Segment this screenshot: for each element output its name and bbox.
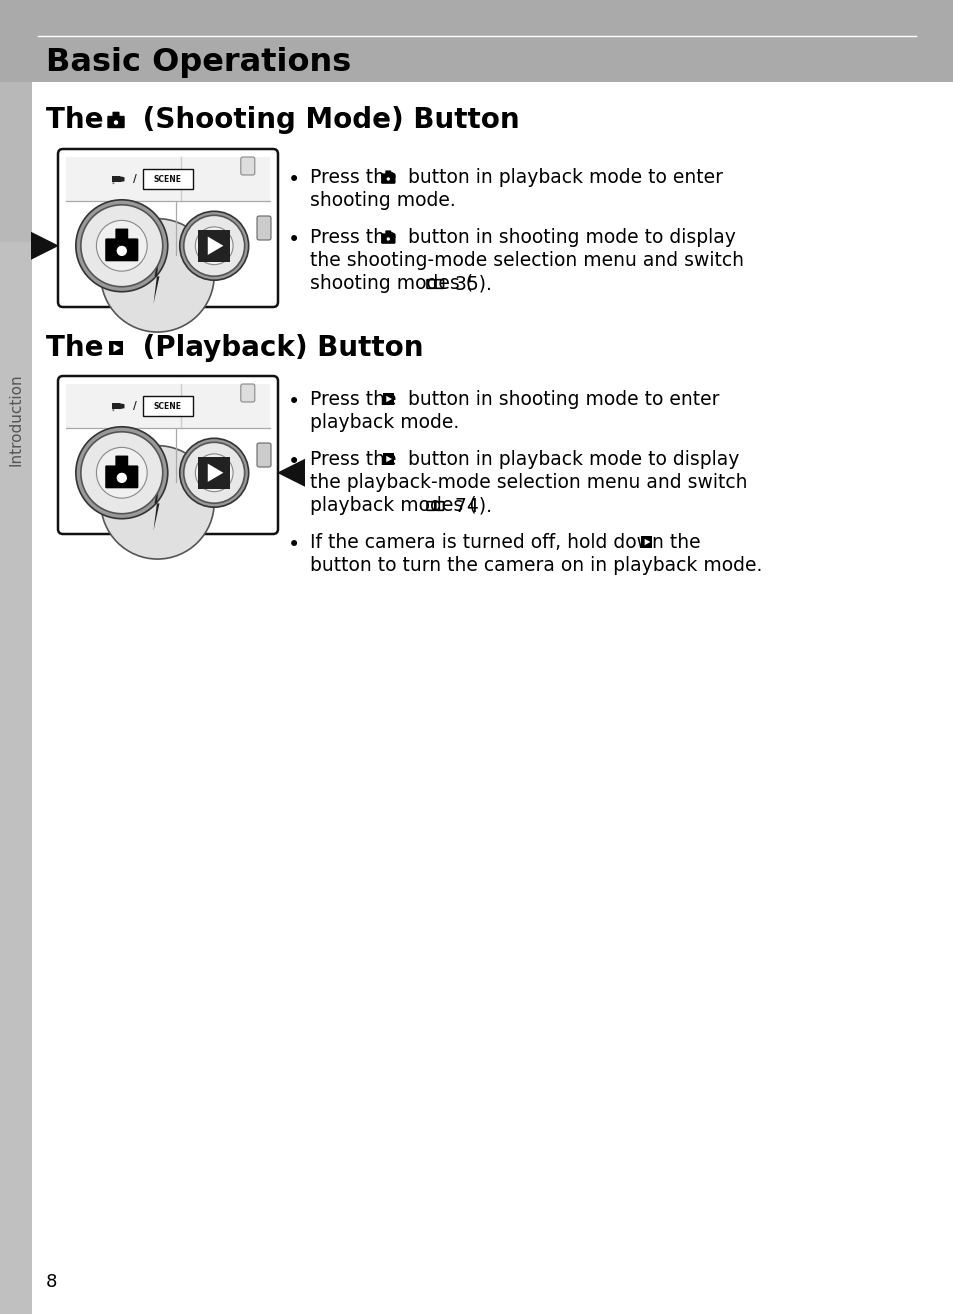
Bar [112, 403, 119, 409]
Text: 74).: 74). [449, 495, 492, 515]
Text: 35).: 35). [449, 275, 492, 293]
FancyBboxPatch shape [115, 456, 128, 468]
Text: playback modes (: playback modes ( [310, 495, 476, 515]
FancyBboxPatch shape [58, 376, 277, 533]
Text: playback mode.: playback mode. [310, 413, 458, 432]
Text: •: • [288, 535, 300, 555]
Text: *: * [112, 409, 114, 414]
Text: Basic Operations: Basic Operations [46, 46, 351, 78]
Circle shape [386, 237, 390, 242]
Circle shape [179, 212, 249, 280]
Text: *: * [112, 181, 114, 187]
Text: Press the: Press the [310, 168, 402, 187]
Text: The: The [46, 106, 113, 134]
Bar [0, 81, 32, 242]
Text: Press the: Press the [310, 449, 402, 469]
Polygon shape [30, 231, 59, 260]
Circle shape [195, 453, 233, 491]
FancyBboxPatch shape [115, 229, 128, 242]
Text: 8: 8 [46, 1273, 57, 1290]
Bar [109, 342, 123, 355]
Text: button in shooting mode to enter: button in shooting mode to enter [402, 390, 720, 409]
Circle shape [96, 447, 147, 498]
FancyBboxPatch shape [380, 234, 395, 244]
FancyBboxPatch shape [112, 112, 119, 118]
Text: the shooting-mode selection menu and switch: the shooting-mode selection menu and swi… [310, 251, 743, 269]
Circle shape [81, 205, 163, 286]
FancyBboxPatch shape [385, 230, 391, 237]
Circle shape [386, 177, 390, 181]
Text: shooting modes (: shooting modes ( [310, 275, 473, 293]
Text: the playback-mode selection menu and switch: the playback-mode selection menu and swi… [310, 473, 747, 491]
FancyBboxPatch shape [240, 384, 254, 402]
FancyBboxPatch shape [385, 171, 391, 176]
Text: button in playback mode to enter: button in playback mode to enter [402, 168, 722, 187]
Bar [198, 457, 230, 489]
Bar [640, 536, 652, 548]
Text: /: / [132, 401, 136, 411]
FancyBboxPatch shape [256, 443, 271, 466]
Polygon shape [644, 539, 650, 545]
Bar [66, 384, 270, 428]
Circle shape [96, 221, 147, 271]
Text: /: / [132, 175, 136, 184]
Bar [198, 230, 230, 261]
Circle shape [116, 246, 128, 256]
Polygon shape [208, 464, 223, 482]
FancyBboxPatch shape [58, 148, 277, 307]
FancyBboxPatch shape [380, 173, 395, 184]
FancyBboxPatch shape [240, 156, 254, 175]
Bar [0, 0, 953, 81]
Text: (Shooting Mode) Button: (Shooting Mode) Button [132, 106, 519, 134]
Text: The: The [46, 334, 113, 361]
Text: •: • [288, 170, 300, 191]
FancyBboxPatch shape [105, 465, 138, 489]
Circle shape [195, 227, 233, 264]
Text: If the camera is turned off, hold down the: If the camera is turned off, hold down t… [310, 533, 706, 552]
Text: •: • [288, 230, 300, 250]
Polygon shape [153, 474, 160, 531]
Bar [382, 393, 394, 405]
Text: •: • [288, 452, 300, 472]
Text: SCENE: SCENE [153, 175, 182, 184]
Text: button in shooting mode to display: button in shooting mode to display [402, 229, 736, 247]
Polygon shape [386, 396, 392, 402]
Circle shape [101, 445, 214, 558]
Bar [0, 81, 32, 1314]
Text: button in playback mode to display: button in playback mode to display [402, 449, 739, 469]
FancyBboxPatch shape [105, 238, 138, 261]
Text: (Playback) Button: (Playback) Button [132, 334, 423, 361]
Polygon shape [386, 456, 392, 463]
FancyBboxPatch shape [107, 116, 125, 129]
Polygon shape [113, 344, 120, 352]
Circle shape [101, 218, 214, 332]
Circle shape [76, 200, 168, 292]
Bar [143, 397, 193, 417]
Text: Press the: Press the [310, 229, 402, 247]
Circle shape [113, 120, 119, 125]
Circle shape [179, 439, 249, 507]
Text: SCENE: SCENE [153, 402, 182, 411]
Polygon shape [208, 237, 223, 255]
Text: shooting mode.: shooting mode. [310, 191, 456, 210]
Polygon shape [119, 403, 125, 409]
Text: •: • [288, 392, 300, 413]
Polygon shape [119, 176, 125, 183]
Bar [112, 176, 119, 183]
Bar [66, 156, 270, 201]
Circle shape [76, 427, 168, 519]
Bar [382, 453, 394, 465]
Text: Press the: Press the [310, 390, 402, 409]
Text: button to turn the camera on in playback mode.: button to turn the camera on in playback… [310, 556, 761, 576]
Polygon shape [153, 247, 160, 304]
Bar [143, 170, 193, 189]
Polygon shape [276, 459, 305, 486]
Circle shape [81, 432, 163, 514]
Text: Introduction: Introduction [9, 373, 24, 466]
Circle shape [116, 472, 128, 484]
FancyBboxPatch shape [256, 215, 271, 240]
Circle shape [184, 215, 244, 276]
Circle shape [184, 443, 244, 503]
